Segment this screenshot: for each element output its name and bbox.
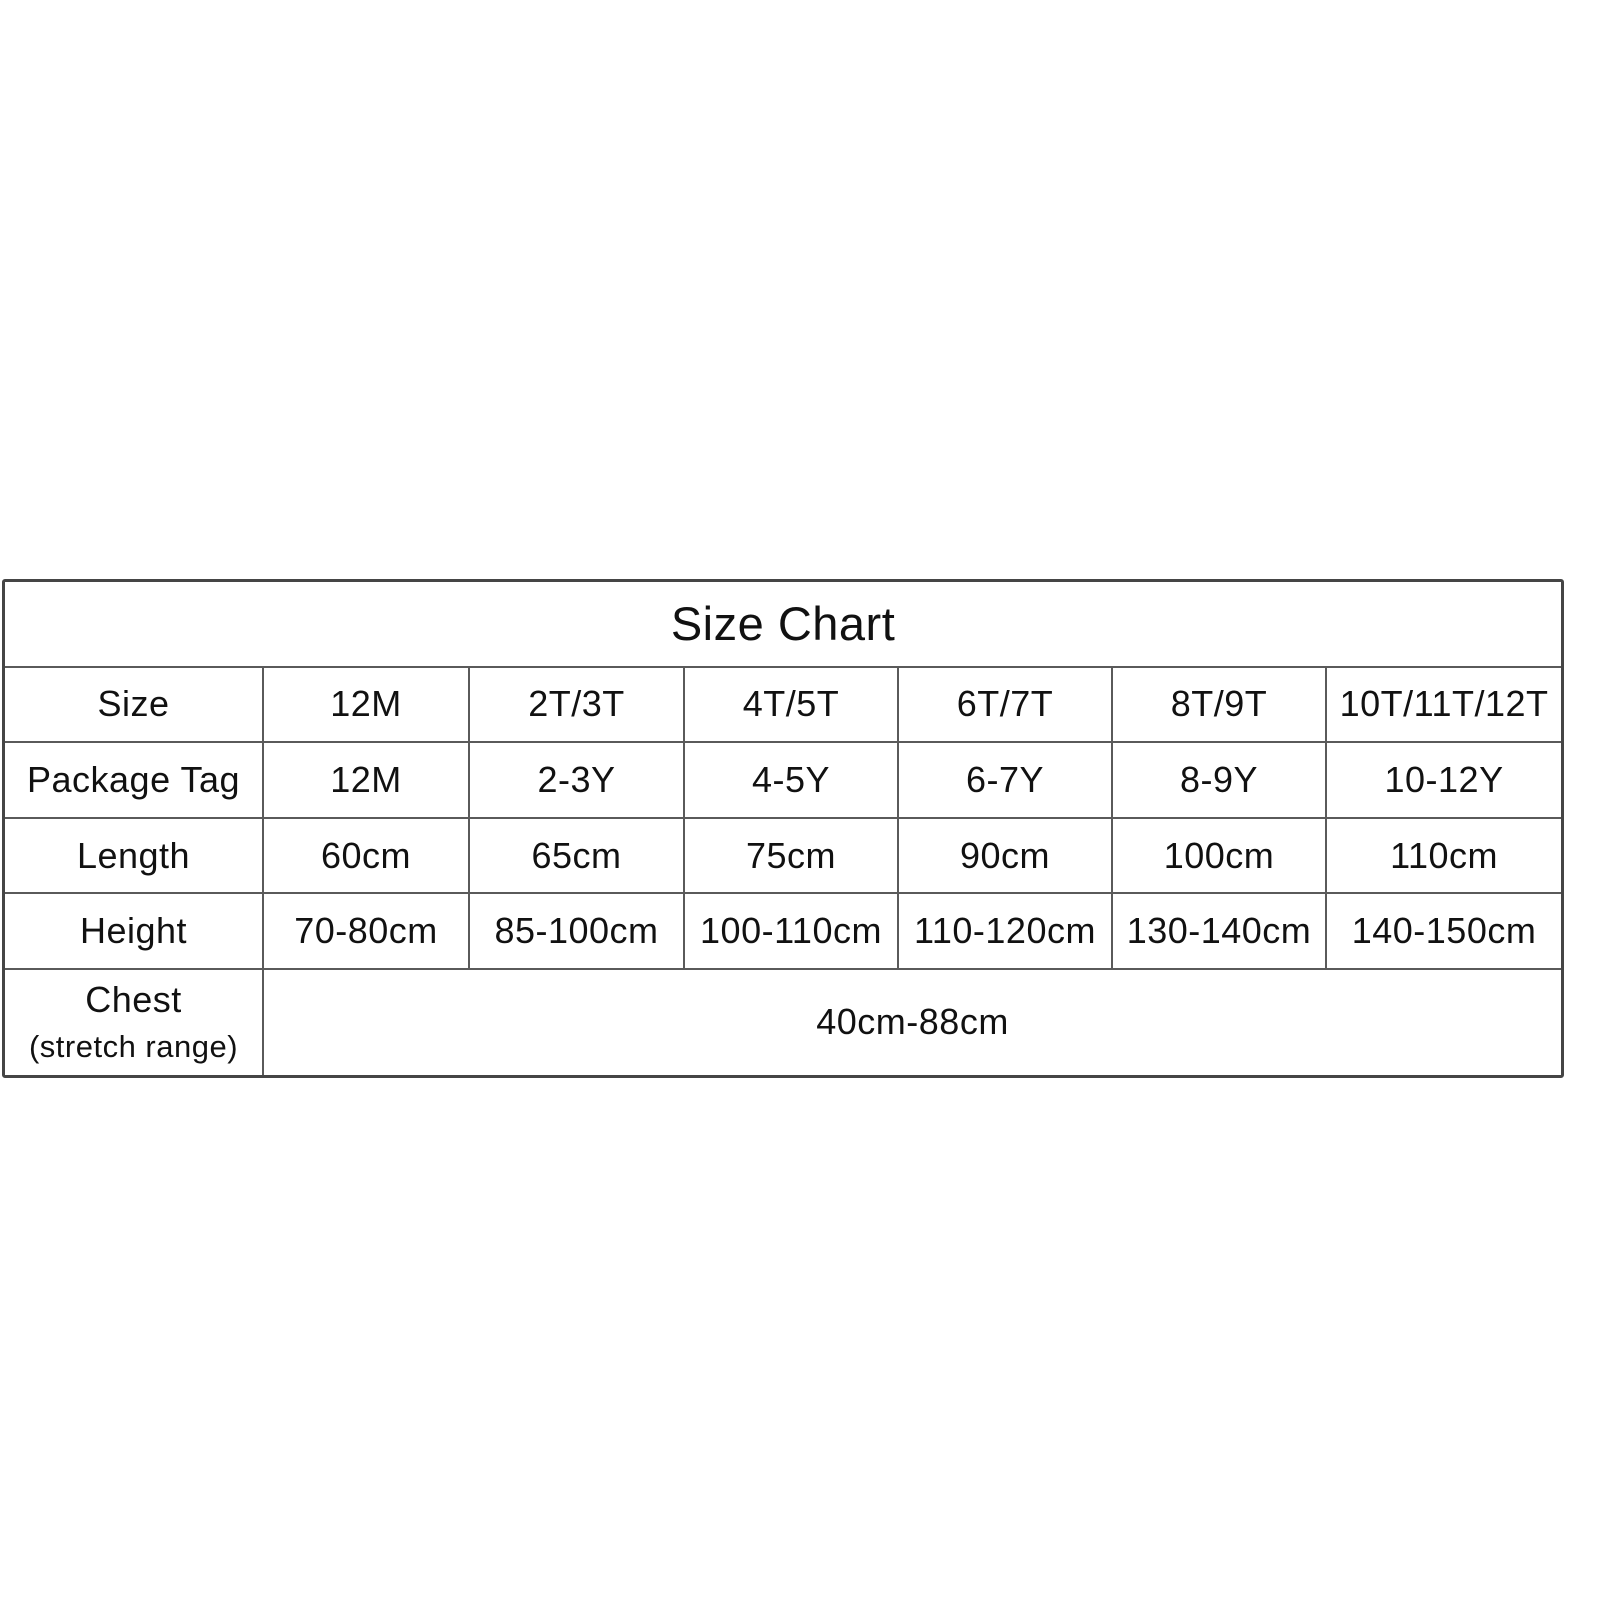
table-cell: 10-12Y xyxy=(1324,741,1562,819)
table-cell: 60cm xyxy=(262,816,470,895)
row-label: Height xyxy=(5,892,264,970)
table-row: Length 60cm 65cm 75cm 90cm 100cm 110cm xyxy=(5,816,1562,895)
table-cell: 4T/5T xyxy=(683,665,899,744)
table-cell: 2-3Y xyxy=(468,741,685,819)
table-cell: 75cm xyxy=(683,816,899,895)
size-chart-table: Size Chart Size 12M 2T/3T 4T/5T 6T/7T 8T/9T 10… xyxy=(2,579,1564,1078)
chest-value: 40cm-88cm xyxy=(261,967,1562,1075)
table-cell: 10T/11T/12T xyxy=(1324,665,1562,744)
table-row: Package Tag 12M 2-3Y 4-5Y 6-7Y 8-9Y 10-12Y xyxy=(5,741,1562,819)
table-cell: 12M xyxy=(262,741,470,819)
table-cell: 65cm xyxy=(468,816,685,895)
table-cell: 130-140cm xyxy=(1111,892,1327,970)
table-cell: 6-7Y xyxy=(897,741,1113,819)
table-cell: 100-110cm xyxy=(683,892,899,970)
table-cell: 12M xyxy=(262,665,470,744)
row-label: Size xyxy=(5,665,264,744)
chest-label: Chest xyxy=(85,979,182,1021)
table-title: Size Chart xyxy=(5,582,1562,668)
row-label: Length xyxy=(5,816,264,895)
table-cell: 70-80cm xyxy=(262,892,470,970)
table-row-chest: Chest (stretch range) 40cm-88cm xyxy=(5,967,1562,1075)
table-cell: 6T/7T xyxy=(897,665,1113,744)
table-cell: 4-5Y xyxy=(683,741,899,819)
table-cell: 90cm xyxy=(897,816,1113,895)
row-label: Chest (stretch range) xyxy=(5,967,264,1075)
table-cell: 8T/9T xyxy=(1111,665,1327,744)
table-cell: 100cm xyxy=(1111,816,1327,895)
chest-sublabel: (stretch range) xyxy=(28,1029,239,1065)
table-row: Size 12M 2T/3T 4T/5T 6T/7T 8T/9T 10T/11T/12T xyxy=(5,665,1562,744)
row-label: Package Tag xyxy=(5,741,264,819)
table-cell: 140-150cm xyxy=(1324,892,1562,970)
table-cell: 85-100cm xyxy=(468,892,685,970)
table-cell: 8-9Y xyxy=(1111,741,1327,819)
table-cell: 2T/3T xyxy=(468,665,685,744)
table-cell: 110cm xyxy=(1324,816,1562,895)
table-row: Height 70-80cm 85-100cm 100-110cm 110-120cm 1… xyxy=(5,892,1562,970)
table-cell: 110-120cm xyxy=(897,892,1113,970)
